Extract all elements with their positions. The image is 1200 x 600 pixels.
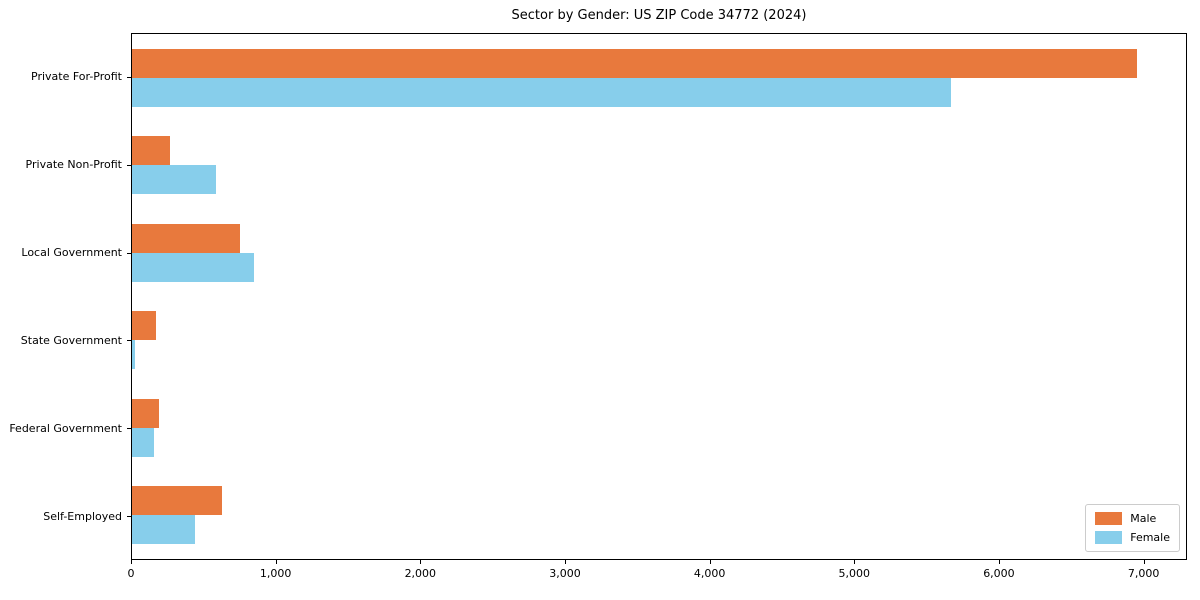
y-axis-label-federal-government: Federal Government	[9, 421, 122, 435]
x-tick-label-2-000: 2,000	[404, 567, 437, 580]
bar-female-federal-government	[132, 427, 154, 457]
bar-male-private-non-profit	[132, 136, 170, 166]
y-label-row-state-government: State Government	[0, 296, 131, 384]
x-tick-mark	[998, 560, 1000, 564]
x-tick-mark	[854, 560, 856, 564]
y-tick-mark	[127, 428, 131, 430]
x-tick-label-4-000: 4,000	[693, 567, 726, 580]
x-axis: 0 1,000 2,000 3,000 4,000 5,000 6,000 7,000	[127, 560, 1187, 592]
x-tick-label-0: 0	[127, 567, 135, 580]
x-tick-mark	[275, 560, 277, 564]
x-tick-mark	[1143, 560, 1145, 564]
plot-area: Male Female	[131, 33, 1187, 560]
bar-group-state-government	[132, 297, 1186, 385]
y-tick-mark	[127, 76, 131, 78]
bar-group-private-non-profit	[132, 122, 1186, 210]
x-tick-mark	[709, 560, 711, 564]
y-tick-mark	[127, 252, 131, 254]
legend-item-male: Male	[1095, 512, 1170, 525]
bar-group-local-government	[132, 209, 1186, 297]
x-tick-mark	[420, 560, 422, 564]
bar-group-federal-government	[132, 384, 1186, 472]
x-tick-mark	[131, 560, 132, 564]
y-axis-label-self-employed: Self-Employed	[43, 509, 122, 523]
y-label-row-local-government: Local Government	[0, 209, 131, 297]
y-label-row-private-non-profit: Private Non-Profit	[0, 121, 131, 209]
legend: Male Female	[1085, 504, 1180, 552]
bar-female-local-government	[132, 252, 254, 282]
y-label-row-self-employed: Self-Employed	[0, 472, 131, 560]
y-axis-label-private-for-profit: Private For-Profit	[31, 70, 122, 84]
bar-female-state-government	[132, 340, 135, 370]
legend-item-female: Female	[1095, 531, 1170, 544]
bar-female-self-employed	[132, 515, 195, 545]
x-tick-label-1-000: 1,000	[259, 567, 292, 580]
legend-label-female: Female	[1130, 531, 1170, 544]
bar-group-private-for-profit	[132, 34, 1186, 122]
bar-male-private-for-profit	[132, 48, 1137, 78]
legend-label-male: Male	[1130, 512, 1157, 525]
bar-group-self-employed	[132, 472, 1186, 560]
bar-female-private-non-profit	[132, 165, 217, 195]
y-axis-label-local-government: Local Government	[21, 246, 122, 260]
x-tick-label-7-000: 7,000	[1127, 567, 1160, 580]
x-tick-label-3-000: 3,000	[549, 567, 581, 580]
y-tick-mark	[127, 516, 131, 518]
bar-male-self-employed	[132, 486, 223, 516]
bar-female-private-for-profit	[132, 77, 951, 107]
bars-container	[132, 34, 1186, 559]
legend-swatch-male	[1095, 512, 1123, 525]
y-axis-labels: Private For-Profit Private Non-Profit Loca…	[0, 33, 131, 560]
y-tick-mark	[127, 164, 131, 166]
legend-swatch-female	[1095, 531, 1123, 544]
bar-male-federal-government	[132, 398, 159, 428]
y-label-row-federal-government: Federal Government	[0, 384, 131, 472]
bar-male-local-government	[132, 223, 241, 253]
chart-title: Sector by Gender: US ZIP Code 34772 (202…	[511, 8, 807, 23]
x-tick-mark	[564, 560, 566, 564]
y-axis-label-private-non-profit: Private Non-Profit	[25, 158, 122, 172]
y-tick-mark	[127, 340, 131, 342]
y-axis-label-state-government: State Government	[20, 333, 122, 347]
y-label-row-private-for-profit: Private For-Profit	[0, 33, 131, 121]
bar-male-state-government	[132, 311, 156, 341]
x-tick-label-6-000: 6,000	[983, 567, 1015, 580]
x-tick-label-5-000: 5,000	[838, 567, 871, 580]
